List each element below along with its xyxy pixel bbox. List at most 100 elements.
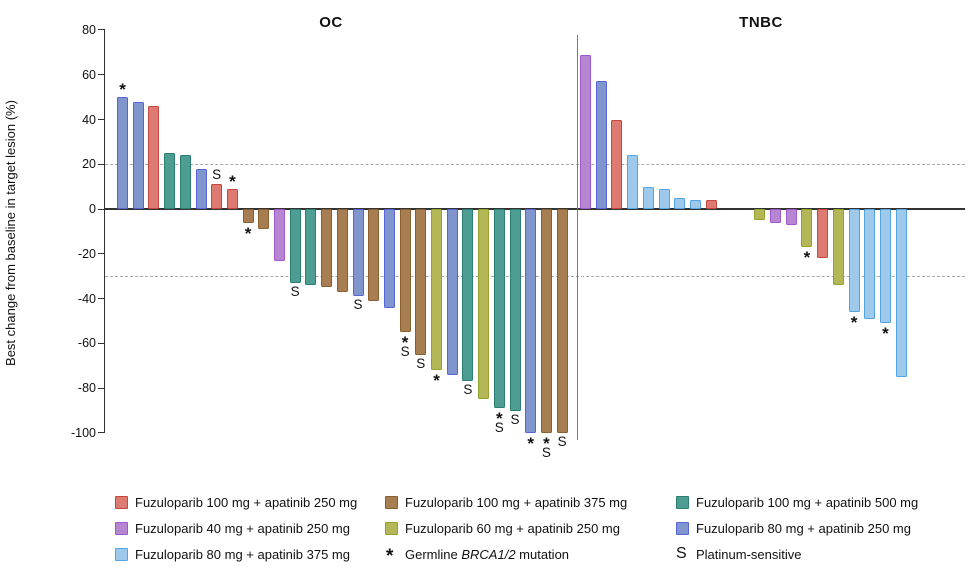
bar-tnbc-15 — [832, 209, 844, 286]
brca-mark: * — [244, 223, 252, 243]
bar-oc-9 — [242, 209, 254, 223]
platinum-mark: S — [212, 167, 222, 183]
bar-oc-20 — [415, 209, 427, 355]
platinum-mark: S — [290, 283, 300, 299]
brca-mark: * — [229, 171, 236, 191]
y-tick-label: -100 — [70, 425, 96, 440]
legend-label-teal: Fuzuloparib 100 mg + apatinib 500 mg — [696, 495, 919, 510]
bar-tnbc-16 — [848, 209, 860, 313]
bar-tnbc-5 — [642, 186, 654, 210]
brca-mark: * — [401, 333, 409, 353]
bar-oc-14 — [321, 209, 333, 288]
y-tick — [98, 119, 105, 121]
y-tick — [98, 432, 105, 434]
legend-swatch-green — [385, 522, 398, 535]
panel-title-oc: OC — [319, 14, 343, 31]
bar-tnbc-1 — [580, 54, 591, 210]
panel-title-tnbc: TNBC — [739, 14, 783, 31]
legend-label-blue: Fuzuloparib 80 mg + apatinib 250 mg — [696, 521, 911, 536]
legend-swatch-teal — [676, 496, 689, 509]
legend-swatch-blue — [676, 522, 689, 535]
bar-tnbc-9 — [705, 200, 717, 210]
bar-oc-27 — [525, 209, 537, 433]
brca-mark: * — [119, 80, 126, 100]
bar-oc-2 — [132, 101, 144, 210]
legend-label-green: Fuzuloparib 60 mg + apatinib 250 mg — [405, 521, 620, 536]
bar-oc-22 — [446, 209, 458, 375]
y-tick — [98, 298, 105, 300]
legend-swatch-brown — [385, 496, 398, 509]
legend-label-lightblue: Fuzuloparib 80 mg + apatinib 375 mg — [135, 547, 350, 562]
brca-mark: * — [882, 324, 889, 344]
bar-oc-10 — [258, 209, 270, 230]
y-tick-label: 80 — [82, 22, 96, 37]
legend-platinum-symbol: S — [676, 545, 687, 562]
bar-oc-18 — [383, 209, 395, 308]
y-tick — [98, 163, 105, 165]
brca-mark: * — [850, 313, 858, 333]
brca-mark: * — [527, 433, 534, 453]
legend-swatch-lightblue — [115, 548, 128, 561]
bar-oc-8 — [226, 188, 238, 210]
platinum-mark: S — [416, 355, 426, 371]
bar-oc-19 — [399, 209, 411, 333]
platinum-mark: S — [463, 382, 473, 398]
bar-tnbc-7 — [674, 197, 686, 210]
bar-tnbc-3 — [611, 119, 623, 210]
y-tick-label: -60 — [77, 336, 96, 351]
y-tick-label: -20 — [77, 246, 96, 261]
bar-oc-13 — [305, 209, 317, 286]
bar-tnbc-6 — [658, 188, 670, 210]
y-tick-label: 20 — [82, 157, 96, 172]
y-tick-label: 0 — [89, 202, 96, 217]
y-axis-line — [104, 29, 106, 433]
y-tick — [98, 253, 105, 255]
y-tick — [98, 74, 105, 76]
bar-oc-5 — [179, 155, 191, 210]
bar-tnbc-17 — [864, 209, 876, 319]
reference-line-20 — [105, 164, 965, 166]
zero-line — [105, 208, 965, 210]
legend-swatch-red — [115, 496, 128, 509]
bar-oc-16 — [352, 209, 364, 297]
legend-label-platinum: Platinum-sensitive — [696, 547, 802, 562]
legend-brca-symbol: * — [386, 546, 394, 567]
y-tick-label: -80 — [77, 381, 96, 396]
bar-tnbc-2 — [595, 81, 607, 210]
bar-tnbc-10 — [754, 209, 766, 221]
bar-tnbc-19 — [895, 209, 907, 377]
platinum-mark: S — [353, 297, 363, 313]
bar-oc-4 — [164, 153, 176, 210]
panel-separator — [577, 35, 578, 440]
bar-oc-24 — [478, 209, 490, 400]
legend-label-brca: Germline BRCA1/2 mutation — [405, 547, 570, 562]
bar-oc-25 — [493, 209, 505, 409]
bar-oc-29 — [556, 209, 568, 433]
bar-tnbc-18 — [879, 209, 891, 324]
y-tick-label: -40 — [77, 291, 96, 306]
bar-oc-26 — [509, 209, 521, 411]
y-tick-label: 60 — [82, 67, 96, 82]
bar-tnbc-11 — [770, 209, 781, 223]
bar-tnbc-13 — [801, 209, 813, 248]
y-tick — [98, 29, 105, 31]
y-tick — [98, 342, 105, 344]
bar-oc-3 — [148, 106, 160, 210]
y-tick — [98, 208, 105, 210]
bar-oc-1 — [117, 97, 128, 210]
platinum-mark: S — [400, 344, 410, 360]
bar-oc-7 — [211, 184, 223, 210]
brca-mark: * — [495, 409, 503, 429]
bar-oc-11 — [274, 209, 285, 261]
y-tick — [98, 387, 105, 389]
bar-tnbc-14 — [817, 209, 829, 259]
bar-oc-17 — [368, 209, 380, 301]
legend-swatch-purple — [115, 522, 128, 535]
bar-tnbc-4 — [627, 155, 639, 210]
bar-oc-28 — [540, 209, 552, 433]
platinum-mark: S — [557, 433, 567, 449]
